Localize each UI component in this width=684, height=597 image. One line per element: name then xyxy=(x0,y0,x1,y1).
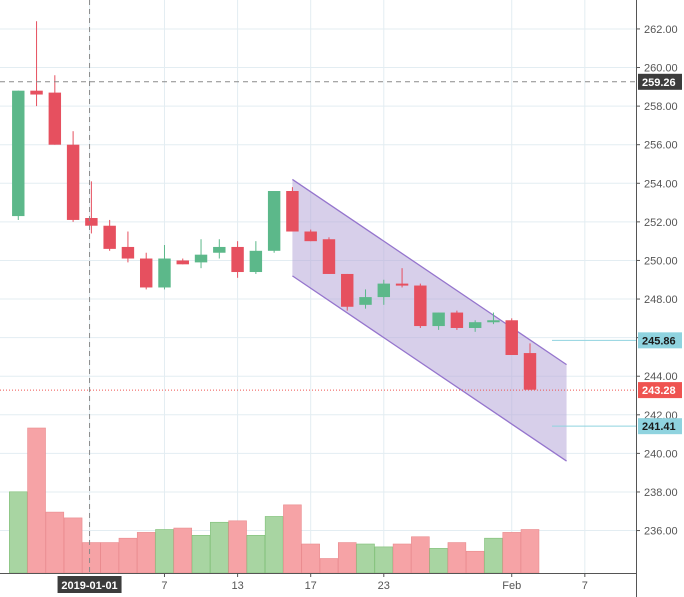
candle-body xyxy=(487,320,500,323)
candle-body xyxy=(12,90,25,217)
price-tag-label: 259.26 xyxy=(642,77,676,89)
candle-body xyxy=(505,320,518,355)
volume-bar xyxy=(82,542,101,574)
candle-body xyxy=(213,246,226,253)
candle-body xyxy=(139,258,153,288)
x-tick-label: 13 xyxy=(231,580,243,592)
candle-body xyxy=(66,144,80,220)
volume-bar xyxy=(356,543,375,574)
price-tag-label: 241.41 xyxy=(642,421,676,433)
volume-bar xyxy=(45,511,65,574)
candle-body xyxy=(48,92,62,145)
volume-bar xyxy=(301,543,320,574)
crosshair xyxy=(0,0,636,573)
candle-body xyxy=(231,246,244,273)
volume-bar xyxy=(210,521,229,574)
price-levels xyxy=(0,339,636,427)
volume-bar xyxy=(246,534,266,574)
volume-bar xyxy=(392,543,412,574)
candle-body xyxy=(286,191,299,232)
x-tick-label: 17 xyxy=(305,580,317,592)
candle-body xyxy=(304,231,317,242)
candle-body xyxy=(85,218,98,226)
y-tick-label: 254.00 xyxy=(644,178,678,190)
crosshair-date-box xyxy=(57,576,122,593)
channel-upper-line xyxy=(292,178,567,366)
candle-body xyxy=(322,239,336,274)
candle-body xyxy=(414,285,427,327)
volume-bar xyxy=(337,542,357,574)
volume-bar xyxy=(411,536,430,574)
candle-body xyxy=(395,283,409,286)
candle-body xyxy=(158,258,171,288)
volume-bar xyxy=(228,520,247,574)
candle-body xyxy=(450,312,464,328)
volume-bar xyxy=(63,517,83,574)
candle-body xyxy=(267,191,281,251)
price-tag-box xyxy=(638,332,682,349)
price-tag-box xyxy=(638,73,682,90)
y-tick-label: 258.00 xyxy=(644,101,678,113)
price-tags: 259.26 245.86 243.28 241.41 xyxy=(638,73,682,435)
volume-bar xyxy=(27,427,46,574)
y-tick-label: 252.00 xyxy=(644,217,678,229)
y-tick-label: 244.00 xyxy=(644,371,678,383)
volume-bar xyxy=(264,516,284,574)
candle-body xyxy=(30,90,43,95)
channel-lower-line xyxy=(292,275,567,462)
candle-body xyxy=(377,283,391,298)
crosshair-date-label: 2019-01-01 xyxy=(61,580,117,592)
candle-body xyxy=(341,273,354,307)
volume-bar xyxy=(191,534,211,574)
candle-body xyxy=(176,260,189,265)
price-tag-label: 243.28 xyxy=(642,385,676,397)
volume-bar xyxy=(447,542,467,574)
candles xyxy=(12,21,537,390)
candle-body xyxy=(194,254,208,263)
volume-bar xyxy=(155,529,174,574)
volume-bar xyxy=(9,491,28,574)
volume-bar xyxy=(100,542,119,574)
price-tag-box xyxy=(638,382,682,399)
y-tick-label: 260.00 xyxy=(644,63,678,75)
x-tick-label: Feb xyxy=(502,580,521,592)
x-tick-label: 7 xyxy=(161,580,167,592)
volume-bar xyxy=(502,532,521,574)
volume-bar xyxy=(173,527,193,574)
y-tick-label: 250.00 xyxy=(644,255,678,267)
price-tag-box xyxy=(638,418,682,435)
channel-fill xyxy=(292,179,567,462)
candle-body xyxy=(103,225,116,249)
candle-body xyxy=(523,353,537,390)
x-tick-label: 23 xyxy=(378,580,390,592)
volume-bar xyxy=(465,550,485,574)
y-tick-label: 240.00 xyxy=(644,448,678,460)
parallel-channel[interactable] xyxy=(292,178,567,462)
y-tick-label: 248.00 xyxy=(644,294,678,306)
volume-bars xyxy=(9,427,540,574)
volume-bar xyxy=(136,532,156,574)
volume-bar xyxy=(520,529,540,574)
volume-bar xyxy=(283,504,302,574)
time-axis-labels: 2019-01-01 xyxy=(57,576,122,593)
candle-body xyxy=(249,250,263,273)
x-tick-label: 7 xyxy=(582,580,588,592)
y-tick-label: 256.00 xyxy=(644,140,678,152)
volume-bar xyxy=(484,537,503,574)
candle-body xyxy=(468,322,482,328)
y-tick-label: 236.00 xyxy=(644,526,678,538)
candle-body xyxy=(121,246,135,259)
candle-body xyxy=(359,297,372,305)
price-tag-label: 245.86 xyxy=(642,335,676,347)
y-tick-label: 238.00 xyxy=(644,487,678,499)
candle-body xyxy=(432,312,445,327)
volume-bar xyxy=(319,558,339,574)
volume-bar xyxy=(374,546,394,574)
y-tick-label: 262.00 xyxy=(644,24,678,36)
volume-bar xyxy=(118,537,138,574)
volume-bar xyxy=(429,548,448,574)
